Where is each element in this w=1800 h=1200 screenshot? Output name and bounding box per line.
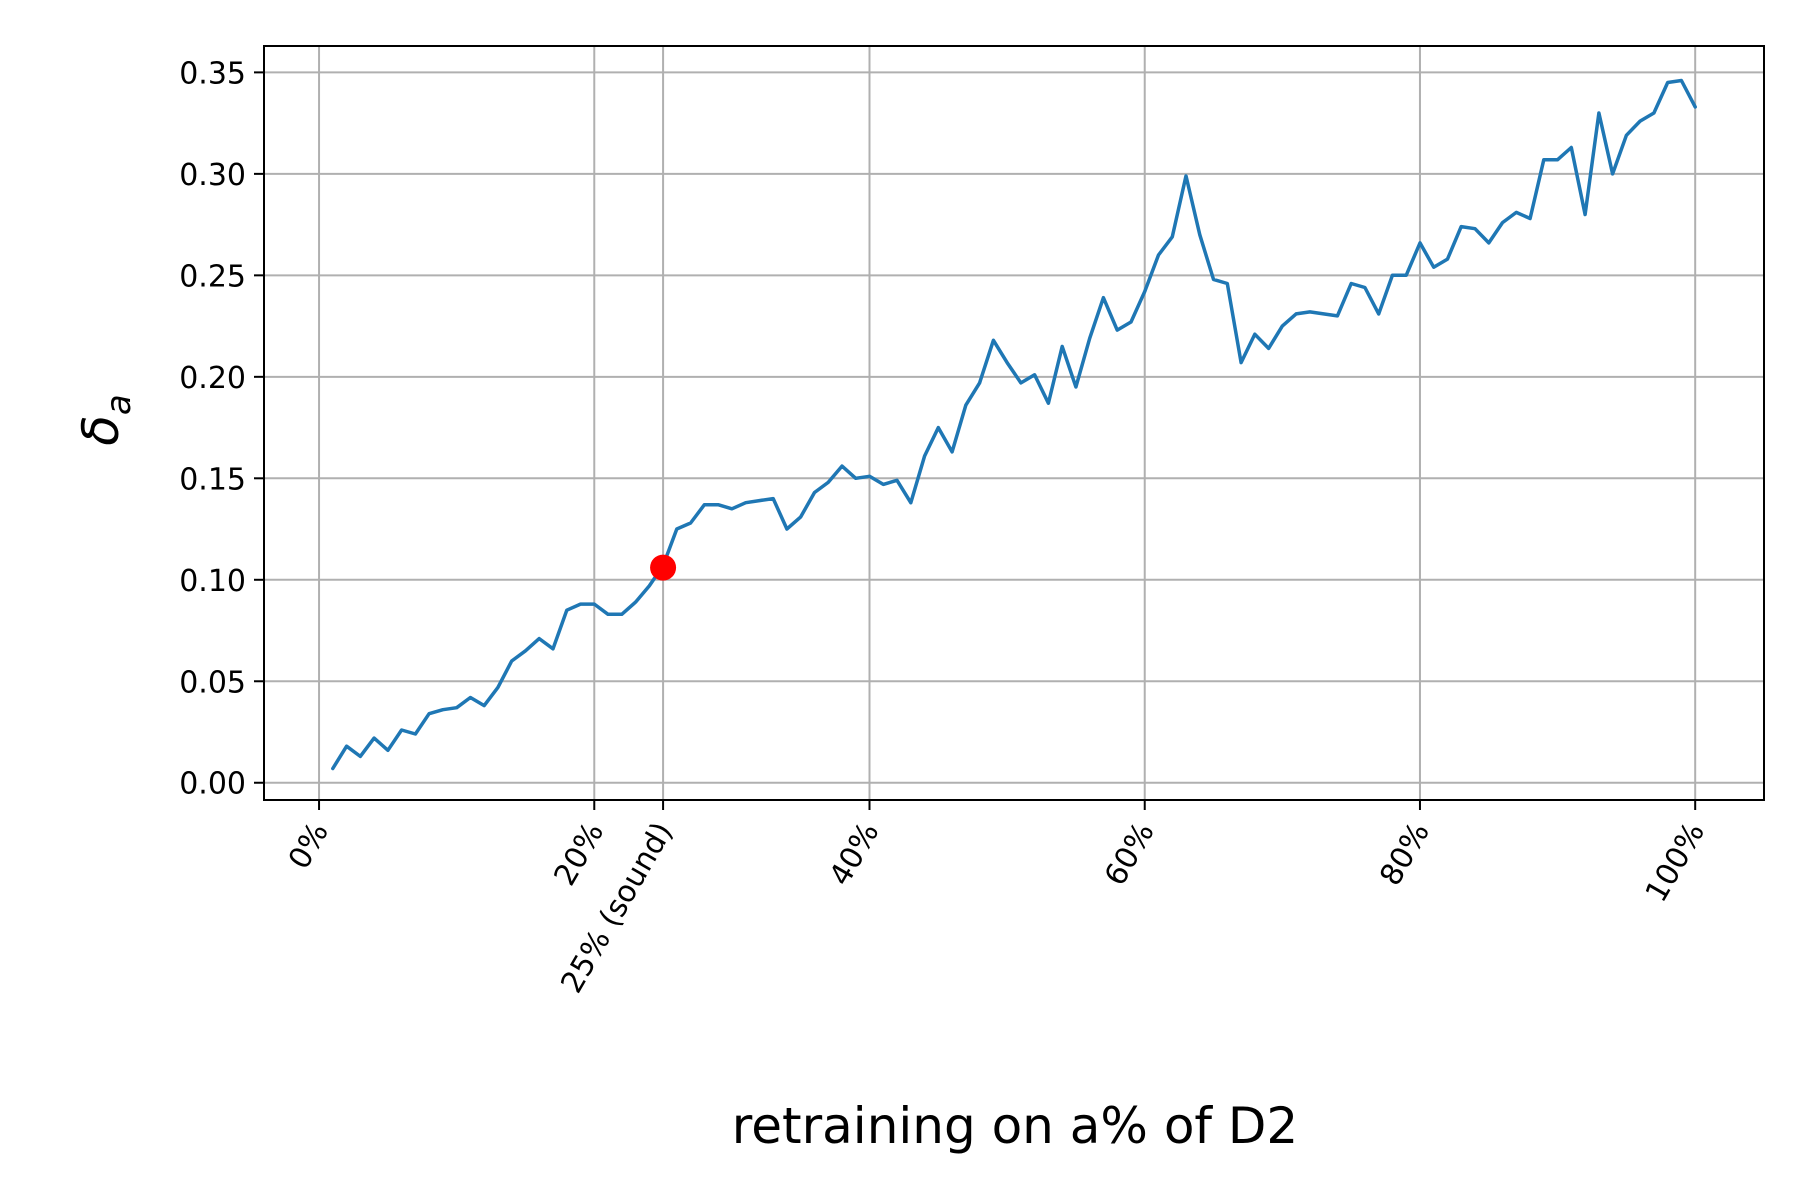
plot-frame bbox=[263, 45, 1765, 801]
x-tick-label: 100% bbox=[1639, 817, 1712, 909]
y-tick-label: 0.05 bbox=[179, 665, 246, 700]
y-axis-label-main: δ bbox=[72, 415, 130, 446]
series-layer bbox=[331, 78, 1697, 771]
axis-ticks bbox=[254, 71, 1697, 810]
x-tick-label: 60% bbox=[1098, 817, 1162, 892]
y-tick-label: 0.15 bbox=[179, 462, 246, 497]
y-tick-label: 0.25 bbox=[179, 259, 246, 294]
y-tick-label: 0.35 bbox=[179, 56, 246, 91]
tick-labels: 0% 20%25% (sound) 40% 60% 80% 100%0.000.050.1… bbox=[179, 56, 1712, 999]
y-axis-label-subscript: a bbox=[99, 394, 139, 415]
y-tick-label: 0.20 bbox=[179, 361, 246, 396]
x-tick-label: 80% bbox=[1373, 817, 1437, 892]
highlight-point bbox=[650, 554, 677, 581]
x-axis-label: retraining on a% of D2 bbox=[732, 1097, 1298, 1155]
marker-layer bbox=[650, 554, 677, 581]
x-tick-label: 40% bbox=[823, 817, 887, 892]
grid-lines bbox=[264, 46, 1764, 800]
x-tick-label: 0% bbox=[282, 817, 336, 876]
y-tick-label: 0.30 bbox=[179, 158, 246, 193]
series-line bbox=[331, 78, 1697, 771]
x-tick-label: 20% bbox=[548, 817, 612, 892]
y-axis-label: δa bbox=[72, 394, 139, 445]
y-tick-label: 0.00 bbox=[179, 767, 246, 802]
y-tick-label: 0.10 bbox=[179, 564, 246, 599]
